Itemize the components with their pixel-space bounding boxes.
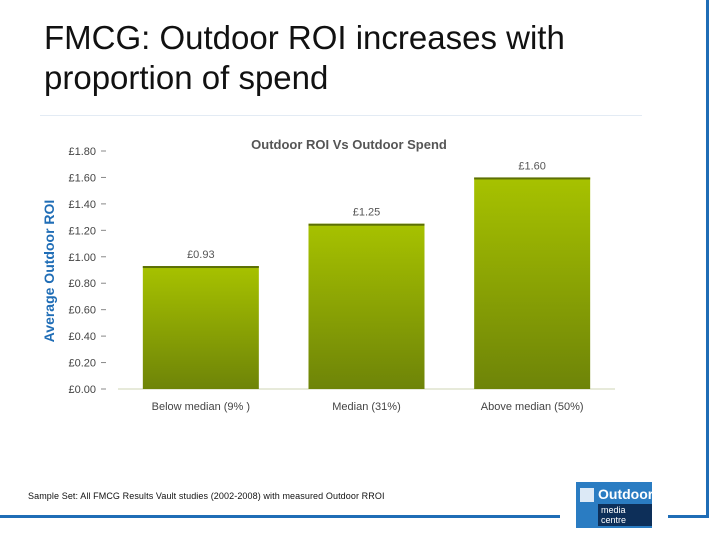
y-tick-label: £1.80 <box>68 146 96 158</box>
slide-title-line1: FMCG: Outdoor ROI increases with <box>44 19 565 56</box>
outdoor-logo-icon <box>580 488 594 502</box>
bar-top-edge <box>142 266 259 269</box>
bar-top-edge <box>474 177 591 180</box>
right-divider <box>706 0 709 518</box>
chart-title: Outdoor ROI Vs Outdoor Spend <box>251 137 447 152</box>
y-tick-label: £0.00 <box>68 384 96 396</box>
bottom-divider-left <box>0 515 560 518</box>
x-tick-label: Above median (50%) <box>481 401 584 413</box>
logo-text-outdoor: Outdoor <box>598 486 654 502</box>
bar <box>142 266 259 389</box>
slide-title: FMCG: Outdoor ROI increases with proport… <box>44 18 684 98</box>
footnote: Sample Set: All FMCG Results Vault studi… <box>28 491 385 501</box>
top-divider <box>40 115 642 116</box>
y-tick-label: £1.00 <box>68 252 96 264</box>
y-tick-label: £0.60 <box>68 305 96 317</box>
y-axis-label: Average Outdoor ROI <box>41 200 57 343</box>
data-label: £1.60 <box>518 160 546 172</box>
x-tick-label: Below median (9% ) <box>152 401 250 413</box>
bar <box>308 223 425 389</box>
y-tick-label: £0.80 <box>68 278 96 290</box>
data-label: £1.25 <box>353 207 381 219</box>
bottom-divider-right <box>668 515 708 518</box>
slide-title-line2: proportion of spend <box>44 59 329 96</box>
x-tick-label: Median (31%) <box>332 401 400 413</box>
logo-text-media-centre: media centre <box>598 504 652 526</box>
y-tick-label: £1.60 <box>68 172 96 184</box>
y-tick-label: £0.20 <box>68 358 96 370</box>
outdoor-logo: Outdoor media centre <box>576 482 654 528</box>
y-tick-label: £0.40 <box>68 331 96 343</box>
data-label: £0.93 <box>187 249 215 261</box>
bar <box>474 177 591 389</box>
y-tick-label: £1.20 <box>68 225 96 237</box>
y-tick-label: £1.40 <box>68 199 96 211</box>
bar-top-edge <box>308 223 425 226</box>
